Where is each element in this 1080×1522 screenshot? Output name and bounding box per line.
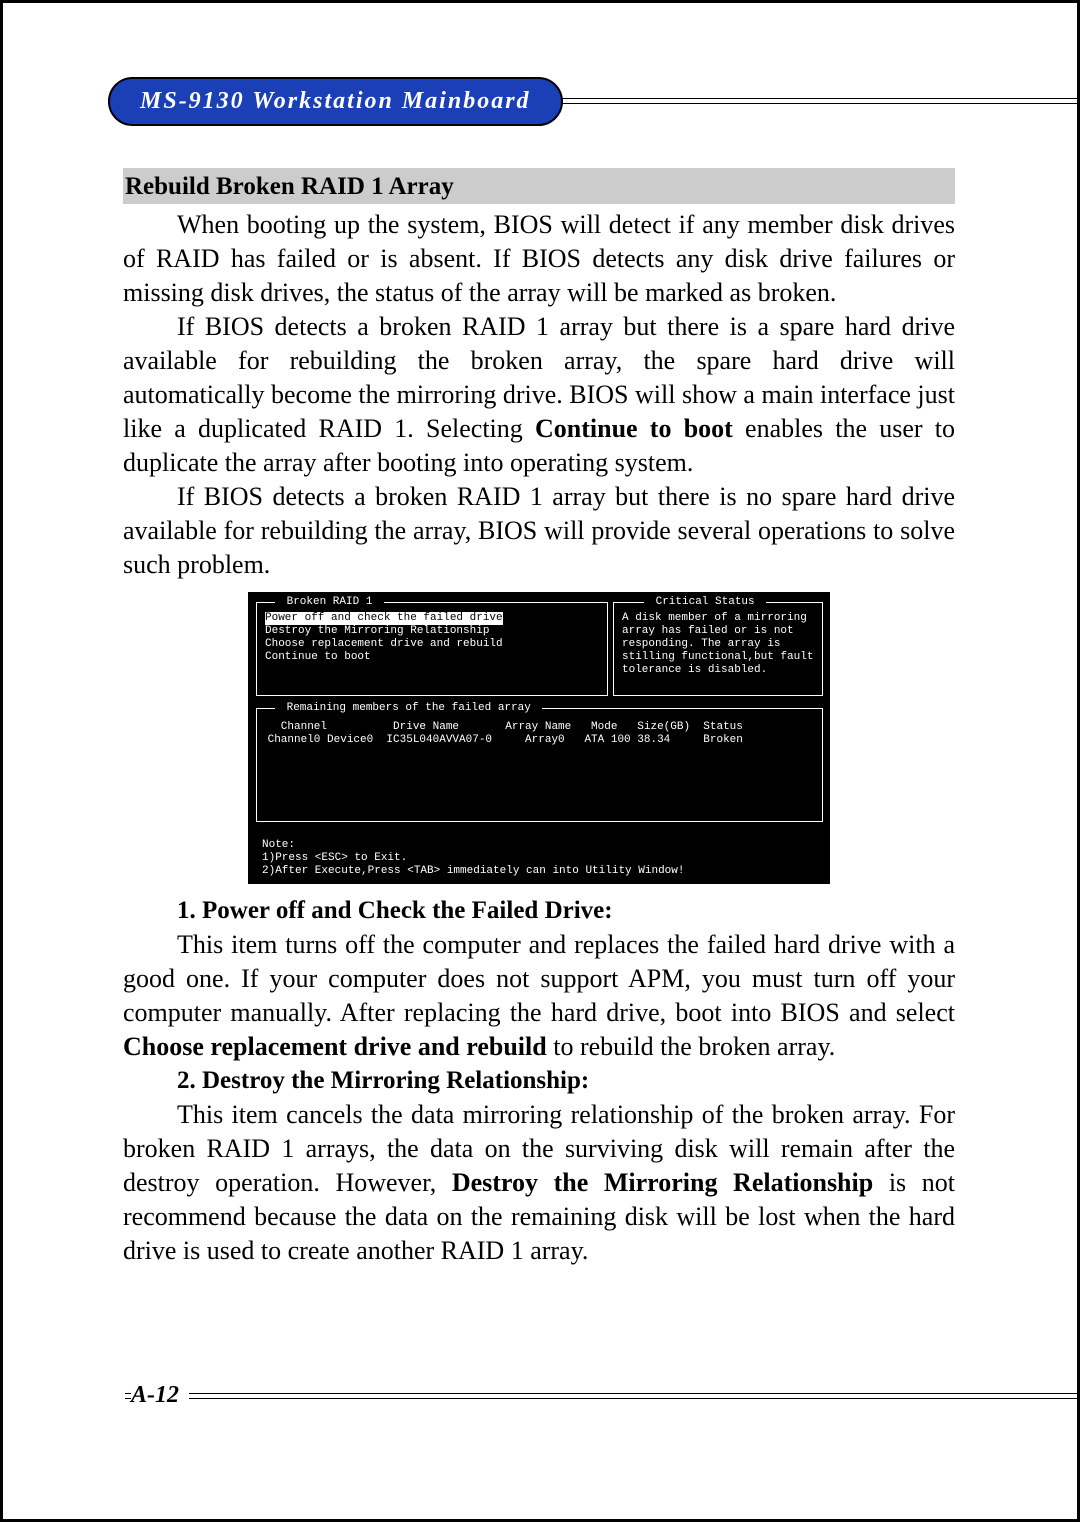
bios-menu-item-selected: Power off and check the failed drive bbox=[265, 612, 503, 625]
bios-menu: Power off and check the failed drive Des… bbox=[265, 612, 503, 664]
item-2-body: This item cancels the data mirroring rel… bbox=[123, 1098, 955, 1268]
bios-critical-status-panel: Critical Status A disk member of a mirro… bbox=[613, 602, 823, 696]
paragraph-1: When booting up the system, BIOS will de… bbox=[123, 208, 955, 310]
bios-table-header: Channel Drive Name Array Name Mode Size(… bbox=[261, 721, 743, 734]
section-title: Rebuild Broken RAID 1 Array bbox=[123, 168, 955, 204]
item-1-body-bold: Choose replacement drive and rebuild bbox=[123, 1032, 547, 1061]
continue-to-boot-bold: Continue to boot bbox=[535, 414, 733, 443]
item-2-heading: 2. Destroy the Mirroring Relationship: bbox=[177, 1064, 955, 1098]
paragraph-3: If BIOS detects a broken RAID 1 array bu… bbox=[123, 480, 955, 582]
bios-note: Note: 1)Press <ESC> to Exit. 2)After Exe… bbox=[262, 839, 684, 878]
item-1-body-part2: to rebuild the broken array. bbox=[547, 1032, 836, 1061]
content-area: Rebuild Broken RAID 1 Array When booting… bbox=[123, 168, 955, 1379]
item-2-body-bold: Destroy the Mirroring Relationship bbox=[452, 1168, 873, 1197]
header-badge: MS-9130 Workstation Mainboard bbox=[108, 77, 563, 126]
item-1-body-part1: This item turns off the computer and rep… bbox=[123, 930, 955, 1027]
bios-menu-item-2: Destroy the Mirroring Relationship bbox=[265, 625, 503, 638]
bios-broken-raid-panel: Broken RAID 1 Power off and check the fa… bbox=[256, 602, 608, 696]
bios-remaining-panel: Remaining members of the failed array Ch… bbox=[256, 708, 823, 822]
paragraph-2: If BIOS detects a broken RAID 1 array bu… bbox=[123, 310, 955, 480]
bios-broken-raid-title: Broken RAID 1 bbox=[275, 596, 384, 609]
bios-critical-status-text: A disk member of a mirroring array has f… bbox=[622, 612, 813, 677]
page-container: MS-9130 Workstation Mainboard Rebuild Br… bbox=[0, 0, 1080, 1522]
item-1-heading: 1. Power off and Check the Failed Drive: bbox=[177, 894, 955, 928]
bios-critical-status-title: Critical Status bbox=[644, 596, 766, 609]
bios-window: Broken RAID 1 Power off and check the fa… bbox=[248, 592, 830, 884]
bios-menu-item-4: Continue to boot bbox=[265, 651, 503, 664]
bios-remaining-table: Channel Drive Name Array Name Mode Size(… bbox=[261, 721, 743, 747]
bios-menu-item-3: Choose replacement drive and rebuild bbox=[265, 638, 503, 651]
bios-remaining-title: Remaining members of the failed array bbox=[275, 702, 542, 715]
page-number: A-12 bbox=[131, 1382, 189, 1409]
bios-table-row: Channel0 Device0 IC35L040AVVA07-0 Array0… bbox=[261, 734, 743, 747]
footer-rule bbox=[125, 1393, 1077, 1399]
item-1-body: This item turns off the computer and rep… bbox=[123, 928, 955, 1064]
